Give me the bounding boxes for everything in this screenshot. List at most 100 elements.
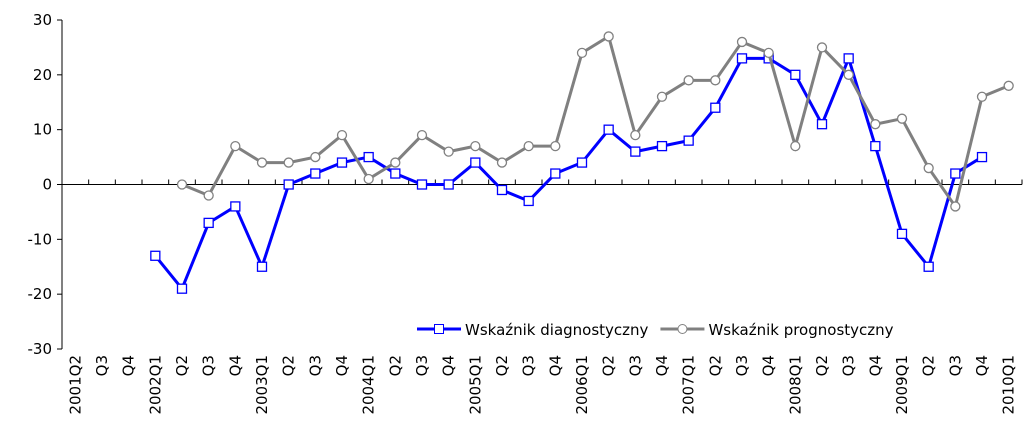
x-tick-label: Q2 <box>813 355 831 376</box>
x-tick-label: Q2 <box>600 355 618 376</box>
x-tick-label: Q4 <box>120 355 138 376</box>
x-tick-label: Q2 <box>173 355 191 376</box>
x-tick-label: Q3 <box>200 355 218 376</box>
point <box>230 140 241 152</box>
point <box>283 179 294 190</box>
point <box>150 250 161 261</box>
y-tick-label: -20 <box>28 285 53 303</box>
point <box>523 195 534 207</box>
point <box>496 184 508 196</box>
y-tick-label: -30 <box>28 340 53 358</box>
x-tick-label: Q3 <box>413 355 431 376</box>
point <box>790 140 801 152</box>
point <box>256 261 268 272</box>
x-tick-label: Q4 <box>226 355 244 376</box>
x-tick-label: Q2 <box>493 355 511 376</box>
point <box>816 119 828 130</box>
x-tick-label: Q2 <box>706 355 724 376</box>
point <box>443 146 454 157</box>
point <box>710 75 721 86</box>
point <box>416 179 428 190</box>
point <box>336 129 348 141</box>
x-tick-label: 2002Q1 <box>146 355 164 415</box>
x-tick-label: 2003Q1 <box>253 355 271 415</box>
point <box>470 157 481 168</box>
x-tick-label: 2001Q2 <box>66 355 84 415</box>
point <box>843 69 854 80</box>
legend-box <box>413 315 1008 343</box>
x-tick-label: Q2 <box>280 355 298 376</box>
y-tick-label: 0 <box>42 176 52 194</box>
point <box>870 119 881 130</box>
point <box>550 140 561 152</box>
x-tick-label: 2009Q1 <box>893 355 911 415</box>
point <box>576 47 588 59</box>
point <box>576 157 588 168</box>
x-tick-label: 2005Q1 <box>466 355 484 415</box>
point <box>310 168 321 179</box>
point <box>896 228 908 240</box>
point <box>603 124 614 135</box>
x-tick-label: Q3 <box>520 355 538 376</box>
y-tick-label: -10 <box>28 230 53 248</box>
point <box>950 168 961 179</box>
point <box>496 157 508 168</box>
point <box>950 201 961 212</box>
x-tick-label: Q3 <box>306 355 324 376</box>
x-tick-label: Q3 <box>93 355 111 376</box>
x-tick-label: 2004Q1 <box>360 355 378 415</box>
x-tick-label: 2007Q1 <box>680 355 698 415</box>
point <box>550 168 561 179</box>
point <box>523 140 534 152</box>
point <box>363 151 374 163</box>
y-tick-label: 10 <box>33 121 52 139</box>
point <box>443 179 454 190</box>
x-tick-label: Q2 <box>920 355 938 376</box>
y-tick-label: 30 <box>33 11 52 29</box>
x-tick-label: Q3 <box>626 355 644 376</box>
x-tick-label: 2010Q1 <box>1000 355 1018 415</box>
point <box>843 53 854 64</box>
point <box>976 91 988 102</box>
point <box>736 53 748 64</box>
x-tick-label: 2008Q1 <box>786 355 804 415</box>
x-tick-label: Q2 <box>386 355 404 376</box>
y-tick-label: 20 <box>33 66 52 84</box>
point <box>256 157 268 168</box>
point <box>763 47 774 59</box>
point <box>710 102 721 113</box>
point <box>1003 80 1014 91</box>
x-tick-label: Q4 <box>333 355 351 376</box>
point <box>816 42 828 53</box>
point <box>683 135 694 146</box>
x-tick-label: 2006Q1 <box>573 355 591 415</box>
point <box>203 190 214 201</box>
point <box>790 69 801 80</box>
point <box>630 146 641 157</box>
point <box>683 75 694 86</box>
x-tick-label: Q4 <box>653 355 671 376</box>
point <box>603 31 614 42</box>
legend-marker <box>677 324 688 334</box>
point <box>976 151 988 163</box>
point <box>656 91 668 102</box>
x-tick-label: Q3 <box>733 355 751 376</box>
x-tick-label: Q4 <box>440 355 458 376</box>
point <box>390 168 401 179</box>
point <box>230 201 241 212</box>
point <box>310 151 321 163</box>
point <box>363 173 374 185</box>
point <box>176 283 188 294</box>
point <box>283 157 294 168</box>
x-tick-label: Q4 <box>973 355 991 376</box>
legend-label: Wskaźnik diagnostyczny <box>465 321 649 339</box>
point <box>203 217 214 229</box>
point <box>416 129 428 141</box>
x-tick-label: Q3 <box>946 355 964 376</box>
legend-marker <box>434 324 444 334</box>
point <box>630 129 641 141</box>
point <box>336 157 348 168</box>
x-tick-label: Q3 <box>840 355 858 376</box>
x-tick-label: Q4 <box>546 355 564 376</box>
